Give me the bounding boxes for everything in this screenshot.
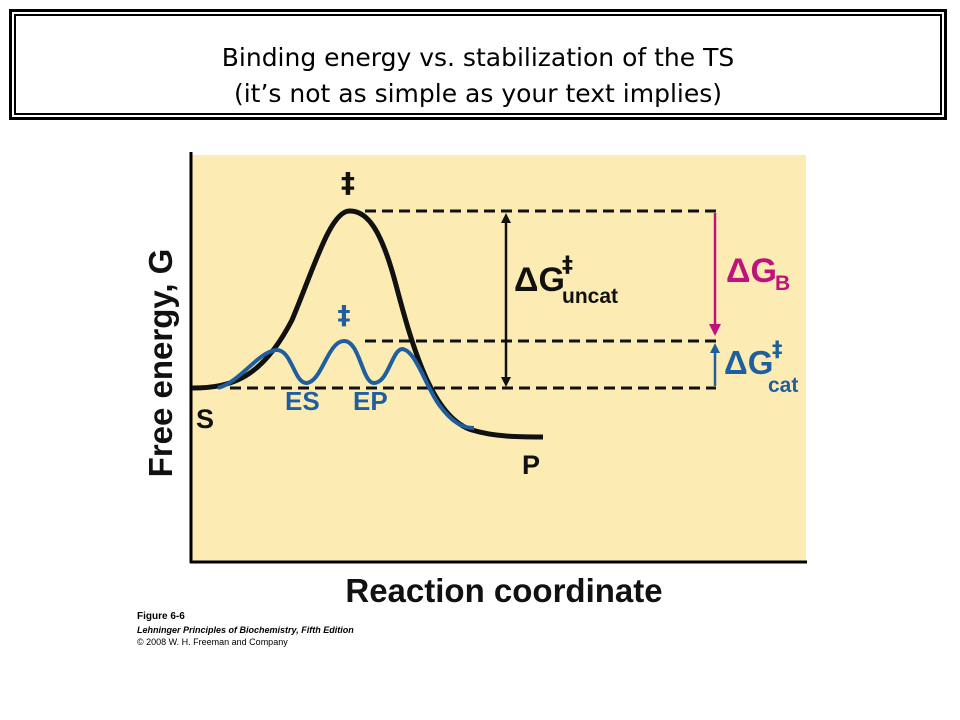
copyright-line: © 2008 W. H. Freeman and Company xyxy=(137,637,288,647)
plot-background xyxy=(192,155,806,562)
delta-g-cat-label: ΔG xyxy=(724,344,773,381)
cat-ts-dagger: ‡ xyxy=(338,301,351,331)
delta-g-b-label: ΔG xyxy=(726,252,777,290)
title-line-2: (it’s not as simple as your text implies… xyxy=(233,79,723,108)
delta-g-uncat-subscript: uncat xyxy=(562,285,618,308)
x-axis-label: Reaction coordinate xyxy=(345,572,662,609)
title-line-1: Binding energy vs. stabilization of the … xyxy=(221,43,735,72)
delta-g-uncat-label: ΔG xyxy=(514,261,565,299)
delta-g-b-subscript: B xyxy=(775,272,790,295)
catalyzed-curve xyxy=(217,338,475,430)
figure-number: Figure 6-6 xyxy=(137,611,185,622)
label-s: S xyxy=(196,404,214,434)
title-box: Binding energy vs. stabilization of the … xyxy=(9,9,947,120)
uncatalyzed-curve xyxy=(191,208,544,440)
delta-g-uncat-dagger: ‡ xyxy=(562,253,573,278)
delta-g-cat-subscript: cat xyxy=(768,374,798,397)
delta-g-cat-dagger: ‡ xyxy=(772,337,783,361)
y-axis-label: Free energy, G xyxy=(142,249,179,478)
uncat-ts-dagger: ‡ xyxy=(341,166,355,199)
book-title: Lehninger Principles of Biochemistry, Fi… xyxy=(137,625,354,635)
label-p: P xyxy=(522,450,540,480)
label-es: ES xyxy=(285,386,320,416)
label-ep: EP xyxy=(353,386,388,416)
